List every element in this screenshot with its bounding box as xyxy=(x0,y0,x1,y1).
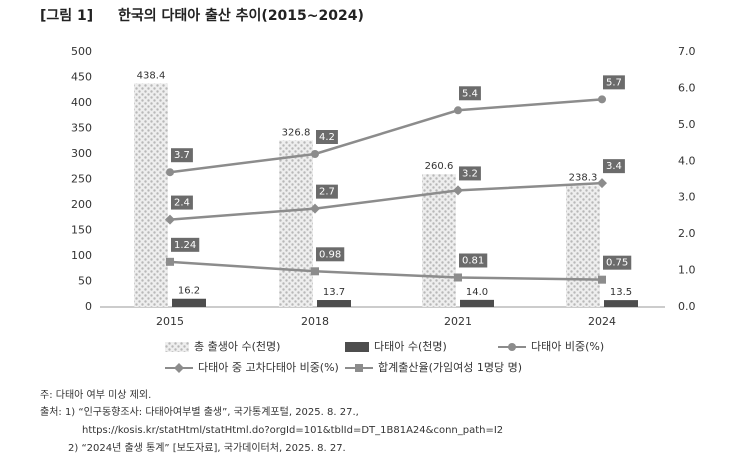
data-label-box xyxy=(316,130,338,144)
data-label: 5.4 xyxy=(462,88,478,99)
data-label: 438.4 xyxy=(137,70,166,81)
data-label-box xyxy=(171,148,193,163)
y-tick-label: 500 xyxy=(71,45,92,58)
x-tick-label: 2024 xyxy=(588,315,616,328)
data-label: 326.8 xyxy=(282,127,311,138)
data-label: 5.7 xyxy=(606,77,622,88)
data-label: 260.6 xyxy=(425,161,454,172)
bar xyxy=(604,300,638,307)
data-label-box xyxy=(459,253,488,268)
y-tick-label: 100 xyxy=(71,249,92,262)
bar xyxy=(422,174,456,307)
source: 출처: 1) “인구동향조사: 다태아여부별 출생”, 국가통계포털, 2025… xyxy=(40,406,359,418)
y2-tick-label: 1.0 xyxy=(678,264,696,277)
marker xyxy=(598,95,606,104)
y-tick-label: 50 xyxy=(78,275,92,288)
marker xyxy=(311,267,319,276)
y2-tick-label: 4.0 xyxy=(678,154,696,167)
x-tick-label: 2018 xyxy=(301,315,329,328)
source: 2) “2024년 출생 통계” [보도자료], 국가데이터처, 2025. 8… xyxy=(68,442,346,454)
x-tick-label: 2015 xyxy=(156,315,184,328)
data-label: 238.3 xyxy=(569,172,598,183)
legend-label: 총 출생아 수(천명) xyxy=(194,339,280,353)
marker xyxy=(597,178,607,189)
data-label-box xyxy=(316,247,345,262)
data-label: 4.2 xyxy=(319,132,335,143)
data-label: 13.5 xyxy=(610,287,632,298)
y2-tick-label: 7.0 xyxy=(678,45,696,58)
data-label: 3.2 xyxy=(462,168,478,179)
data-label-box xyxy=(603,255,632,270)
data-label-box xyxy=(603,75,625,90)
y-tick-label: 150 xyxy=(71,224,92,237)
line xyxy=(169,98,603,174)
marker xyxy=(174,363,184,373)
marker xyxy=(508,343,516,351)
bar xyxy=(134,83,168,307)
line xyxy=(169,181,603,221)
data-label: 14.0 xyxy=(466,287,488,298)
data-label-box xyxy=(459,166,481,181)
marker xyxy=(454,273,462,282)
y2-tick-label: 6.0 xyxy=(678,81,696,94)
marker xyxy=(453,185,463,196)
marker xyxy=(454,106,462,115)
data-label-box xyxy=(603,159,625,174)
data-label: 2.4 xyxy=(174,198,190,209)
data-label: 3.7 xyxy=(174,150,190,161)
line xyxy=(169,260,603,281)
y-tick-label: 200 xyxy=(71,198,92,211)
marker xyxy=(165,214,175,225)
y2-tick-label: 0.0 xyxy=(678,300,696,313)
source-url: https://kosis.kr/statHtml/statHtml.do?or… xyxy=(82,425,503,436)
marker xyxy=(310,203,320,214)
figure-label: [그림 1] xyxy=(40,8,93,24)
y-tick-label: 400 xyxy=(71,96,92,109)
legend-swatch xyxy=(165,342,189,352)
data-label-box xyxy=(459,86,481,101)
data-label: 13.7 xyxy=(323,287,345,298)
data-label: 0.81 xyxy=(462,255,484,266)
data-label-box xyxy=(171,195,193,210)
marker xyxy=(598,275,606,284)
y-tick-label: 450 xyxy=(71,71,92,84)
legend-label: 다태아 중 고차다태아 비중(%) xyxy=(198,361,339,374)
y2-tick-label: 3.0 xyxy=(678,191,696,204)
data-label: 0.98 xyxy=(319,249,341,260)
legend-label: 합계출산율(가임여성 1명당 명) xyxy=(378,361,522,374)
data-label-box xyxy=(171,237,200,252)
legend-label: 다태아 비중(%) xyxy=(531,340,604,353)
bar xyxy=(172,298,206,307)
y-tick-label: 300 xyxy=(71,147,92,160)
marker xyxy=(311,150,319,158)
x-tick-label: 2021 xyxy=(444,315,472,328)
y-tick-label: 250 xyxy=(71,173,92,186)
y-tick-label: 0 xyxy=(85,300,92,313)
marker xyxy=(166,168,174,177)
bar xyxy=(566,185,600,307)
bar xyxy=(279,140,313,307)
bar xyxy=(317,300,351,307)
marker xyxy=(355,364,363,372)
legend-swatch xyxy=(345,342,369,352)
y2-tick-label: 2.0 xyxy=(678,227,696,240)
data-label: 0.75 xyxy=(606,258,628,269)
data-label: 3.4 xyxy=(606,161,622,172)
data-label: 2.7 xyxy=(319,187,335,198)
data-label: 1.24 xyxy=(174,240,196,251)
note: 주: 다태아 여부 미상 제외. xyxy=(40,389,151,401)
data-label: 16.2 xyxy=(178,286,200,297)
bar xyxy=(460,299,494,307)
data-label-box xyxy=(316,184,338,199)
y-tick-label: 350 xyxy=(71,122,92,135)
y2-tick-label: 5.0 xyxy=(678,118,696,131)
marker xyxy=(166,257,174,266)
chart-title: 한국의 다태아 출산 추이(2015~2024) xyxy=(118,7,364,24)
legend-label: 다태아 수(천명) xyxy=(374,339,447,353)
